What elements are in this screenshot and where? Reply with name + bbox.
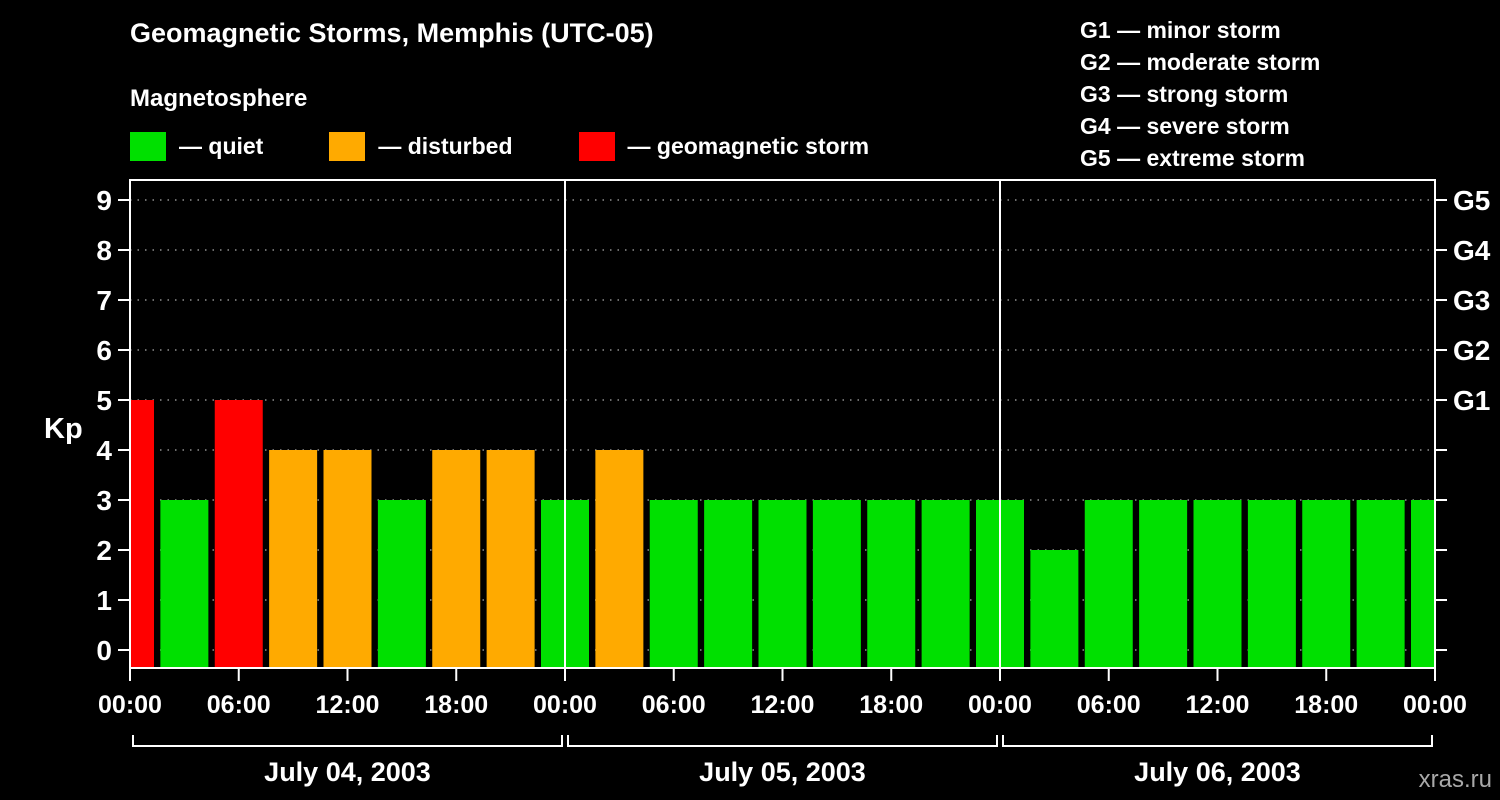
storm-scale-legend-line: G1 — minor storm xyxy=(1080,17,1281,43)
x-tick-label: 00:00 xyxy=(533,691,597,719)
y-tick-label: 8 xyxy=(96,235,112,266)
kp-bars xyxy=(130,400,1435,668)
y-tick-label: 7 xyxy=(96,285,112,316)
kp-bar xyxy=(377,500,426,668)
day-label: July 06, 2003 xyxy=(1134,757,1301,787)
x-tick-label: 12:00 xyxy=(316,691,380,719)
x-tick-label: 00:00 xyxy=(1403,691,1467,719)
x-tick-label: 12:00 xyxy=(751,691,815,719)
x-tick-label: 00:00 xyxy=(968,691,1032,719)
storm-scale-legend-line: G4 — severe storm xyxy=(1080,113,1290,139)
kp-bar xyxy=(758,500,807,668)
x-tick-label: 06:00 xyxy=(642,691,706,719)
legend-item-storm: — geomagnetic storm xyxy=(578,132,870,161)
kp-bar xyxy=(649,500,698,668)
kp-bar xyxy=(160,500,209,668)
g-scale-label: G4 xyxy=(1453,235,1491,266)
kp-bar xyxy=(1030,550,1079,668)
kp-bar xyxy=(1411,500,1435,668)
page-title: Geomagnetic Storms, Memphis (UTC-05) xyxy=(130,18,654,48)
day-label: July 04, 2003 xyxy=(264,757,431,787)
y-tick-label: 2 xyxy=(96,535,112,566)
g-scale-label: G1 xyxy=(1453,385,1490,416)
chart-subtitle: Magnetosphere xyxy=(130,85,308,112)
day-label: July 05, 2003 xyxy=(699,757,866,787)
storm-scale-legend-line: G5 — extreme storm xyxy=(1080,145,1305,171)
g-scale-label: G5 xyxy=(1453,185,1490,216)
y-axis-title: Kp xyxy=(44,413,83,445)
y-tick-label: 5 xyxy=(96,385,112,416)
kp-bar xyxy=(269,450,318,668)
y-tick-label: 1 xyxy=(96,585,112,616)
kp-bar xyxy=(1247,500,1296,668)
y-tick-label: 9 xyxy=(96,185,112,216)
kp-bar xyxy=(1084,500,1133,668)
y-tick-label: 4 xyxy=(96,435,112,466)
legend-item-disturbed: — disturbed xyxy=(329,132,513,161)
x-tick-label: 18:00 xyxy=(1294,691,1358,719)
y-tick-label: 6 xyxy=(96,335,112,366)
legend-item-label: — quiet xyxy=(179,133,264,159)
kp-bar xyxy=(812,500,861,668)
x-tick-label: 18:00 xyxy=(424,691,488,719)
kp-bar xyxy=(921,500,970,668)
legend-item-label: — disturbed xyxy=(378,133,513,159)
storm-scale-legend-line: G3 — strong storm xyxy=(1080,81,1289,107)
x-tick-label: 18:00 xyxy=(859,691,923,719)
kp-bar xyxy=(432,450,481,668)
day-bracket xyxy=(1002,735,1433,747)
x-tick-label: 00:00 xyxy=(98,691,162,719)
legend-item-label: — geomagnetic storm xyxy=(627,133,870,159)
legend-item-quiet: — quiet xyxy=(130,132,263,161)
g-scale-label: G3 xyxy=(1453,285,1490,316)
kp-bar xyxy=(704,500,753,668)
quiet-color-swatch xyxy=(130,132,166,161)
y-tick-label: 3 xyxy=(96,485,112,516)
kp-bar xyxy=(214,400,263,668)
x-tick-label: 12:00 xyxy=(1186,691,1250,719)
x-tick-label: 06:00 xyxy=(1077,691,1141,719)
disturbed-color-swatch xyxy=(329,132,366,161)
kp-bar xyxy=(1193,500,1242,668)
storm-scale-legend: G1 — minor storm G2 — moderate storm G3 — … xyxy=(1080,14,1320,174)
kp-bar xyxy=(867,500,916,668)
kp-bar xyxy=(486,450,535,668)
storm-color-swatch xyxy=(578,132,615,161)
kp-bar xyxy=(1139,500,1188,668)
kp-bar xyxy=(323,450,372,668)
kp-bar xyxy=(1356,500,1405,668)
x-tick-label: 06:00 xyxy=(207,691,271,719)
g-scale-label: G2 xyxy=(1453,335,1490,366)
kp-bar xyxy=(1302,500,1351,668)
kp-bar xyxy=(130,400,154,668)
day-bracket xyxy=(567,735,998,747)
day-bracket xyxy=(132,735,563,747)
storm-scale-legend-line: G2 — moderate storm xyxy=(1080,49,1321,75)
status-legend: — quiet — disturbed — geomagnetic storm xyxy=(130,132,935,161)
kp-bar xyxy=(595,450,644,668)
watermark: xras.ru xyxy=(1418,766,1492,793)
y-tick-label: 0 xyxy=(96,635,112,666)
